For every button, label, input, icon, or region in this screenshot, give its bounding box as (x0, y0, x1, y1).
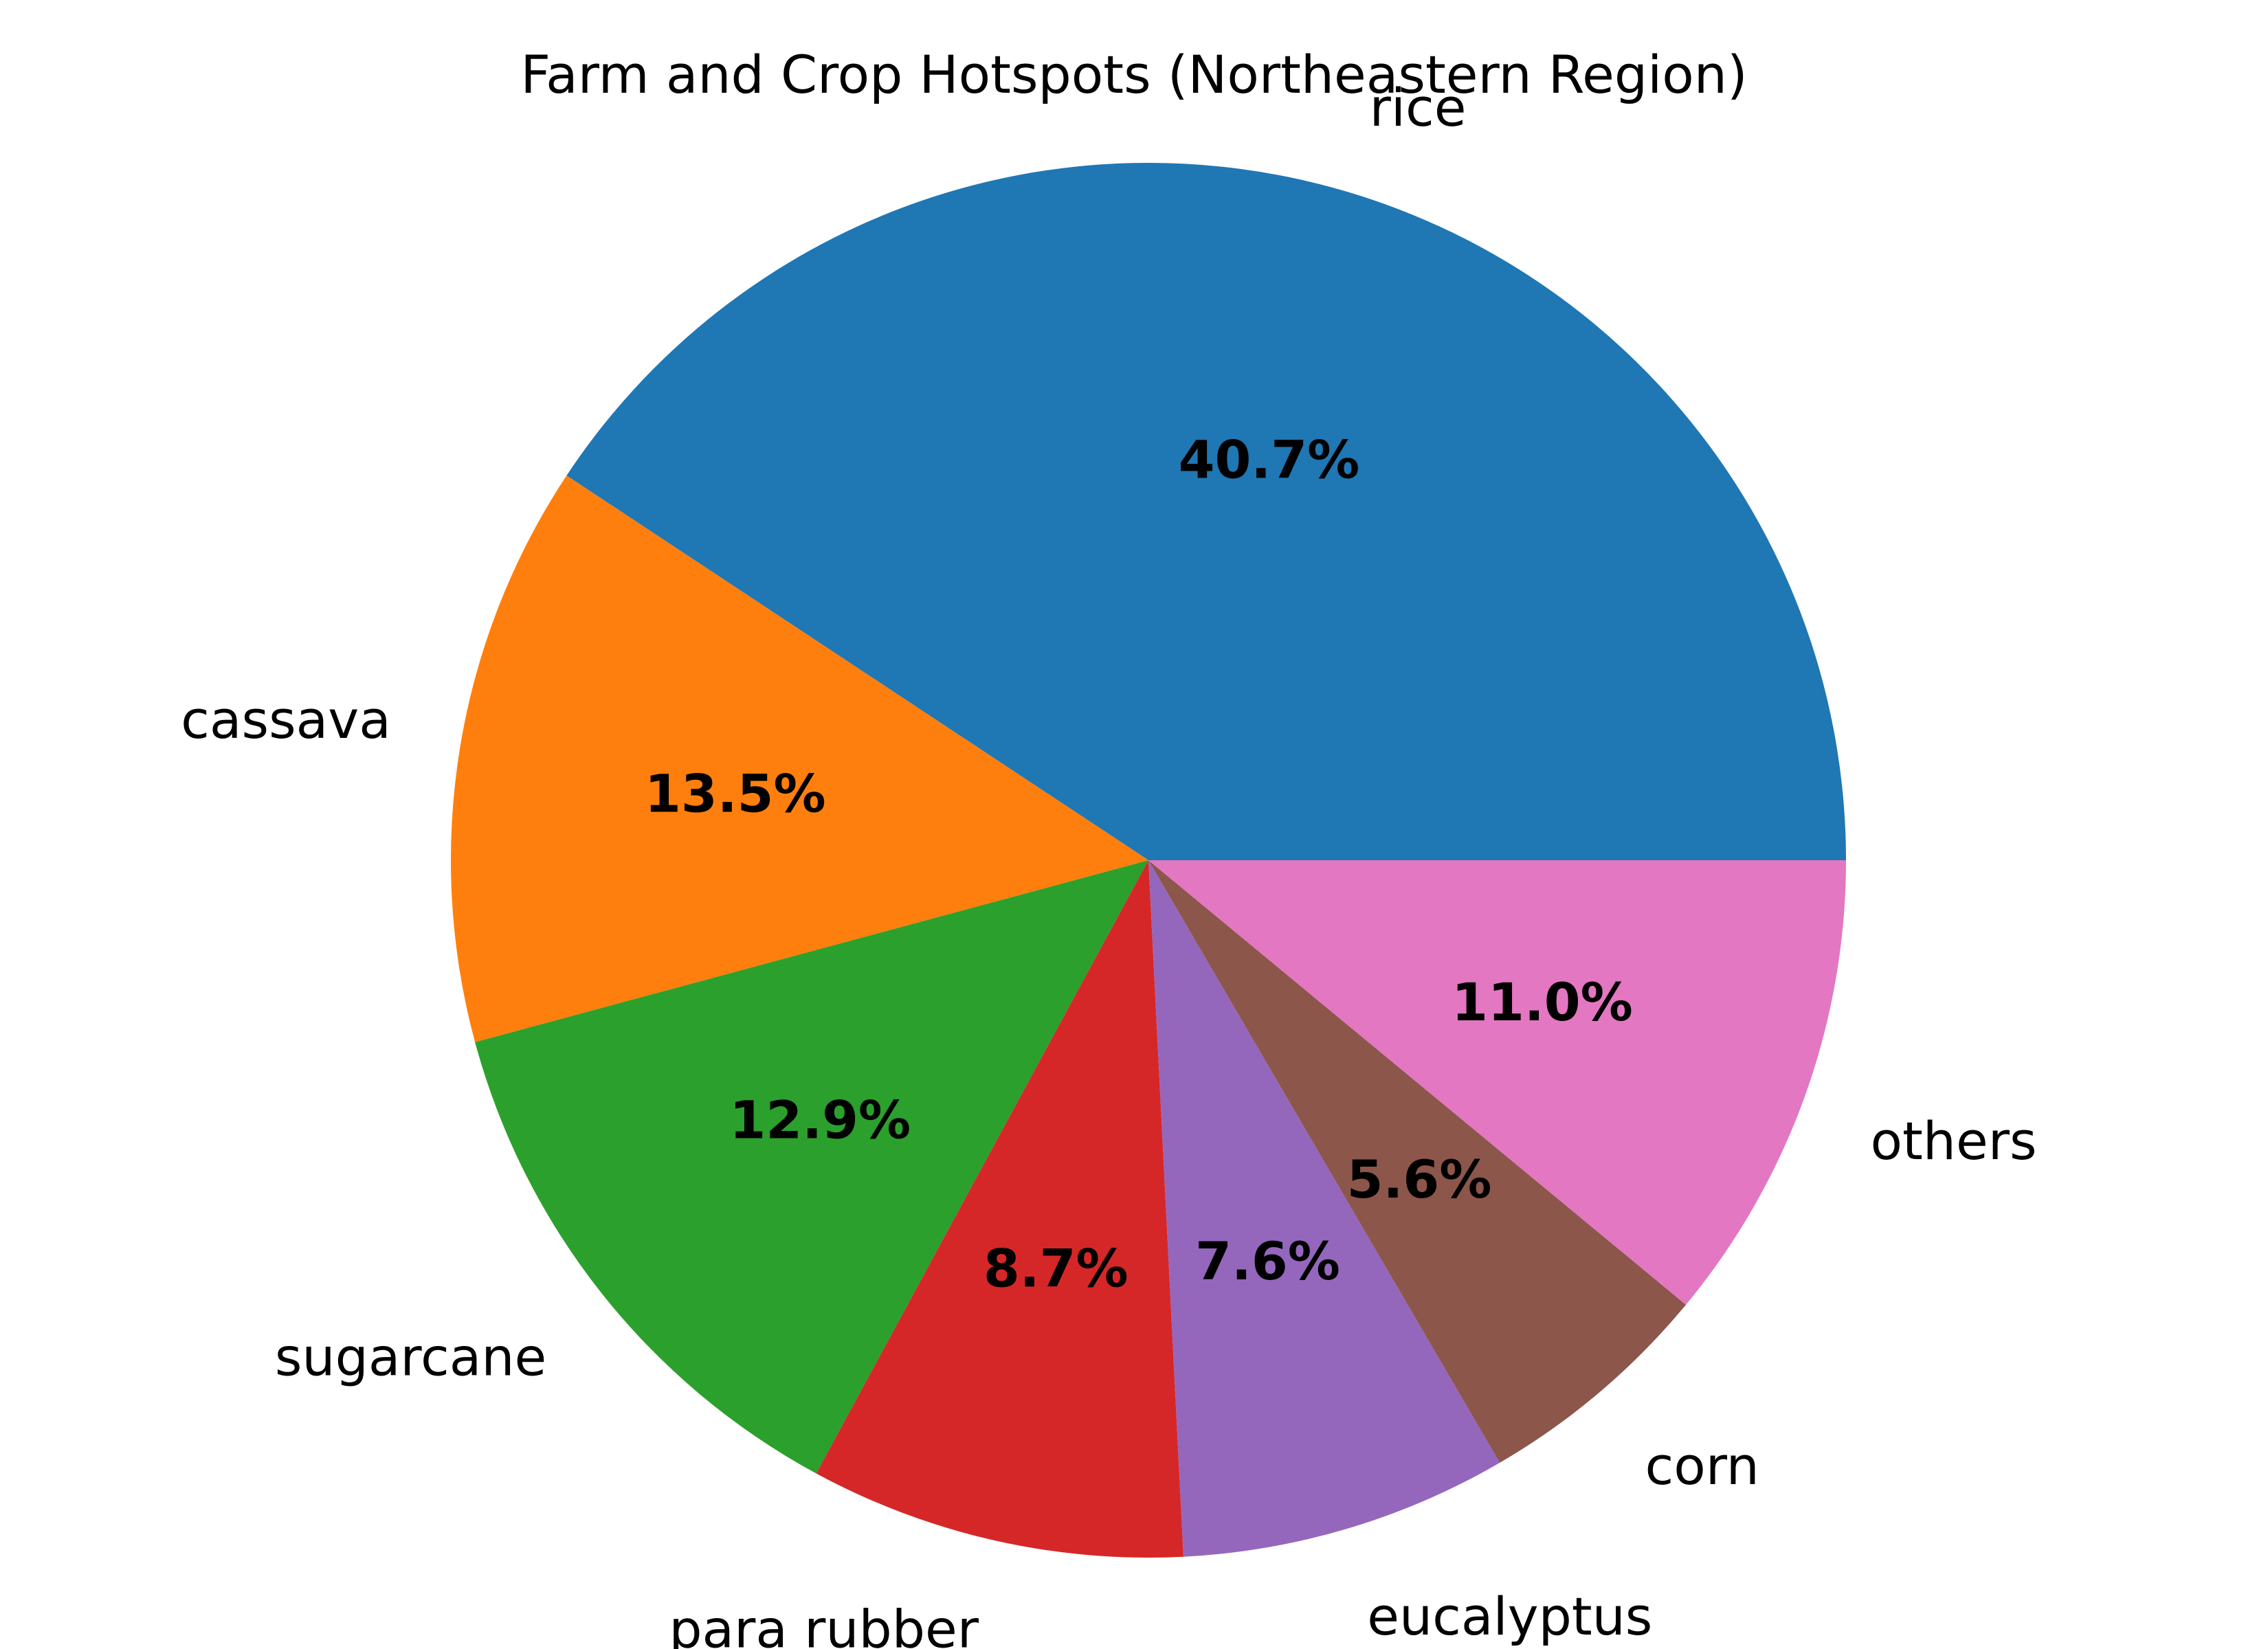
slice-label-para-rubber: para rubber (669, 1599, 979, 1649)
pie-slice-sugarcane (475, 860, 1148, 1474)
pie-slice-others (1148, 860, 1846, 1305)
percentage-labels: 40.7% 13.5% 12.9% 8.7% 7.6%5.6% 11.0% (645, 429, 1633, 1299)
chart-title: Farm and Crop Hotspots (Northeastern Reg… (520, 44, 1747, 105)
pct-label-para-rubber: 8.7% (983, 1237, 1129, 1299)
pct-label-eucalyptus: 7.6% (1195, 1231, 1340, 1292)
slice-label-cassava: cassava (181, 689, 391, 750)
pie-slice-para-rubber (816, 860, 1183, 1558)
slice-labels: rice cassava sugarcane para rubber eucalyptu… (181, 77, 2036, 1649)
pie-slice-eucalyptus (1148, 860, 1500, 1557)
pie-slice-rice (566, 162, 1846, 861)
pct-label-rice: 40.7% (1179, 429, 1360, 490)
pie-slices (451, 162, 1846, 1558)
pie-slice-cassava (451, 475, 1148, 1042)
pct-label-others: 11.0% (1452, 972, 1633, 1033)
pct-label-sugarcane: 12.9% (729, 1089, 911, 1150)
slice-label-corn: corn (1645, 1435, 1759, 1496)
slice-label-rice: rice (1370, 77, 1467, 138)
slice-label-eucalyptus: eucalyptus (1367, 1586, 1652, 1647)
pct-label-cassava: 13.5% (645, 763, 826, 824)
slice-label-sugarcane: sugarcane (275, 1326, 546, 1387)
pie-slice-corn (1148, 860, 1687, 1463)
slice-label-others: others (1870, 1110, 2036, 1171)
pct-label-corn: 5.6% (1347, 1149, 1492, 1210)
